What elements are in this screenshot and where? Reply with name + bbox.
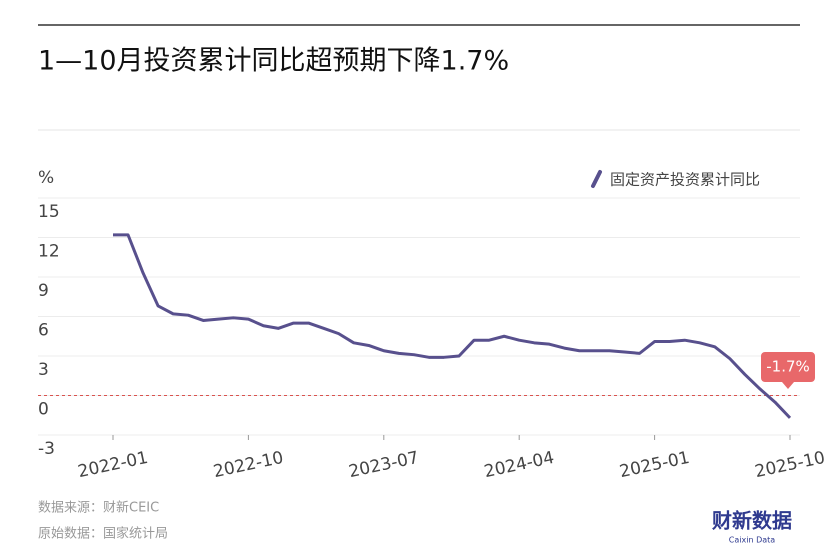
legend-label: 固定资产投资累计同比 <box>610 171 760 189</box>
source: 数据来源：财新CEIC <box>38 500 159 516</box>
y-tick-label: 9 <box>38 281 49 301</box>
legend-swatch <box>591 170 602 188</box>
annotation-text: -1.7% <box>766 358 810 376</box>
original-source: 原始数据：国家统计局 <box>38 526 168 542</box>
chart-title: 1—10月投资累计同比超预期下降1.7% <box>38 46 509 77</box>
annotation-box <box>761 352 815 382</box>
line <box>113 233 792 419</box>
x-tick-label: 2025-10 <box>753 448 827 482</box>
logo: 财新数据 <box>712 509 792 533</box>
x-tick-label: 2022-01 <box>76 448 150 482</box>
y-tick-label: 3 <box>38 360 49 380</box>
y-tick-label: 12 <box>38 242 60 262</box>
y-axis-label: % <box>38 168 54 188</box>
y-tick-label: 6 <box>38 321 49 341</box>
x-tick-label: 2022-10 <box>212 448 286 482</box>
annotation-pointer <box>782 382 794 389</box>
x-tick-label: 2023-07 <box>347 448 421 482</box>
x-tick-label: 2025-01 <box>618 448 692 482</box>
logo-sub: Caixin Data <box>729 536 775 545</box>
x-tick-label: 2024-04 <box>482 448 556 482</box>
y-tick-label: 15 <box>38 202 60 222</box>
y-tick-label: -3 <box>38 439 55 459</box>
y-tick-label: 0 <box>38 400 49 420</box>
